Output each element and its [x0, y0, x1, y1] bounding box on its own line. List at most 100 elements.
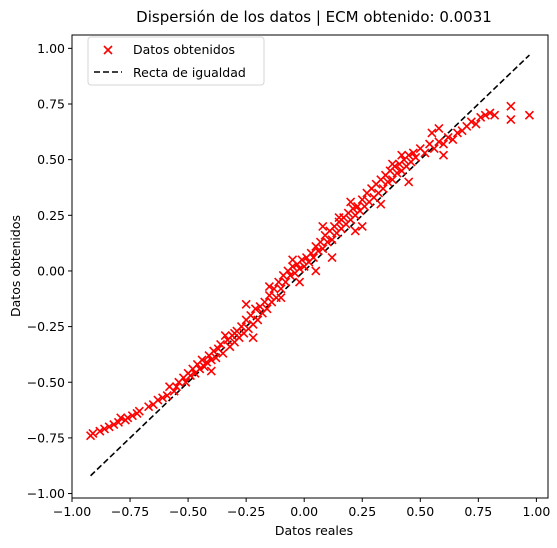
legend-x-marker: [103, 45, 113, 55]
data-point: [104, 422, 114, 432]
y-tick-label: −1.00: [27, 486, 65, 501]
data-point: [95, 426, 105, 436]
data-point: [485, 108, 495, 118]
data-point: [306, 248, 316, 258]
data-point: [99, 424, 110, 434]
data-point: [162, 391, 172, 401]
y-tick-label: 0.75: [37, 97, 65, 112]
data-point: [195, 364, 205, 374]
data-point: [438, 139, 449, 149]
data-point: [253, 315, 263, 325]
data-point: [113, 417, 124, 427]
data-point: [297, 255, 307, 265]
data-point: [383, 177, 393, 187]
data-point: [387, 175, 397, 185]
data-point: [411, 152, 421, 162]
legend-box: [87, 36, 265, 86]
data-point: [334, 212, 344, 223]
data-point: [434, 137, 444, 147]
data-point: [506, 101, 516, 111]
data-point: [109, 419, 119, 430]
data-point: [116, 413, 126, 423]
data-point: [404, 150, 414, 160]
data-point: [466, 117, 476, 127]
data-point: [285, 270, 295, 280]
y-tick-label: −0.50: [27, 375, 65, 390]
data-point: [429, 143, 439, 154]
data-point: [157, 393, 168, 403]
legend: Datos obtenidos Recta de igualdad: [87, 36, 265, 86]
data-point: [420, 148, 430, 158]
x-axis-title: Datos reales: [275, 523, 353, 538]
x-tick-label: −1.00: [53, 504, 91, 519]
data-point: [134, 406, 144, 416]
data-point: [288, 255, 298, 265]
y-tick-label: −0.75: [27, 430, 65, 445]
data-point: [211, 353, 221, 363]
data-point: [397, 150, 407, 160]
data-point: [408, 148, 418, 158]
plot-frame: [71, 34, 549, 499]
x-tick-label: −0.50: [169, 504, 207, 519]
data-point: [206, 366, 216, 376]
data-point: [218, 348, 228, 358]
data-point: [185, 371, 195, 381]
data-point: [281, 277, 291, 287]
data-point: [274, 277, 284, 287]
x-tick-label: −0.25: [227, 504, 265, 519]
data-point: [490, 110, 500, 120]
data-point: [434, 123, 444, 134]
data-point: [264, 281, 274, 292]
data-point: [171, 382, 182, 392]
data-point: [236, 322, 247, 332]
data-point: [216, 339, 226, 349]
data-point: [448, 135, 458, 145]
data-point: [294, 264, 305, 274]
data-point: [313, 246, 323, 256]
data-point: [123, 413, 133, 423]
data-point: [308, 253, 319, 263]
data-point: [378, 184, 388, 194]
data-point: [246, 310, 256, 321]
data-point: [199, 362, 209, 372]
data-point: [318, 244, 328, 254]
data-point: [202, 357, 212, 367]
data-point: [443, 132, 453, 142]
data-point: [471, 119, 481, 129]
data-point: [144, 402, 154, 412]
data-point: [209, 346, 219, 356]
y-tick-label: 1.00: [37, 41, 65, 56]
y-tick-label: −0.25: [27, 319, 65, 334]
x-tick-label: −0.75: [111, 504, 149, 519]
data-point: [376, 199, 386, 209]
data-point: [241, 299, 251, 309]
data-point: [220, 330, 230, 341]
data-point: [262, 304, 272, 314]
data-point: [480, 110, 490, 120]
data-point: [392, 168, 402, 178]
y-tick-label: 0.00: [37, 263, 65, 278]
data-point: [276, 293, 286, 303]
y-axis-title: Datos obtenidos: [8, 215, 23, 317]
data-point: [387, 159, 397, 169]
data-point: [169, 386, 179, 396]
chart-title: Dispersión de los datos | ECM obtenido: …: [136, 8, 492, 26]
data-point: [311, 266, 321, 276]
data-point: [350, 226, 360, 236]
x-tick-label: 1.00: [522, 504, 550, 519]
data-point: [197, 355, 207, 365]
data-point: [269, 284, 279, 294]
data-point: [229, 328, 240, 338]
y-tick-label: 0.25: [37, 208, 65, 223]
x-tick-label: 0.50: [406, 504, 434, 519]
data-point: [327, 253, 337, 263]
y-tick-label: 0.50: [37, 152, 65, 167]
data-point: [318, 221, 328, 231]
x-tick-label: 0.00: [290, 504, 318, 519]
x-axis: −1.00 −0.75 −0.50 −0.25 0.00 0.25 0.50 0.75 1.00: [53, 498, 550, 519]
data-point: [524, 110, 534, 120]
data-point: [506, 115, 516, 125]
x-tick-label: 0.25: [348, 504, 376, 519]
data-point: [127, 411, 137, 421]
data-point: [476, 112, 486, 122]
